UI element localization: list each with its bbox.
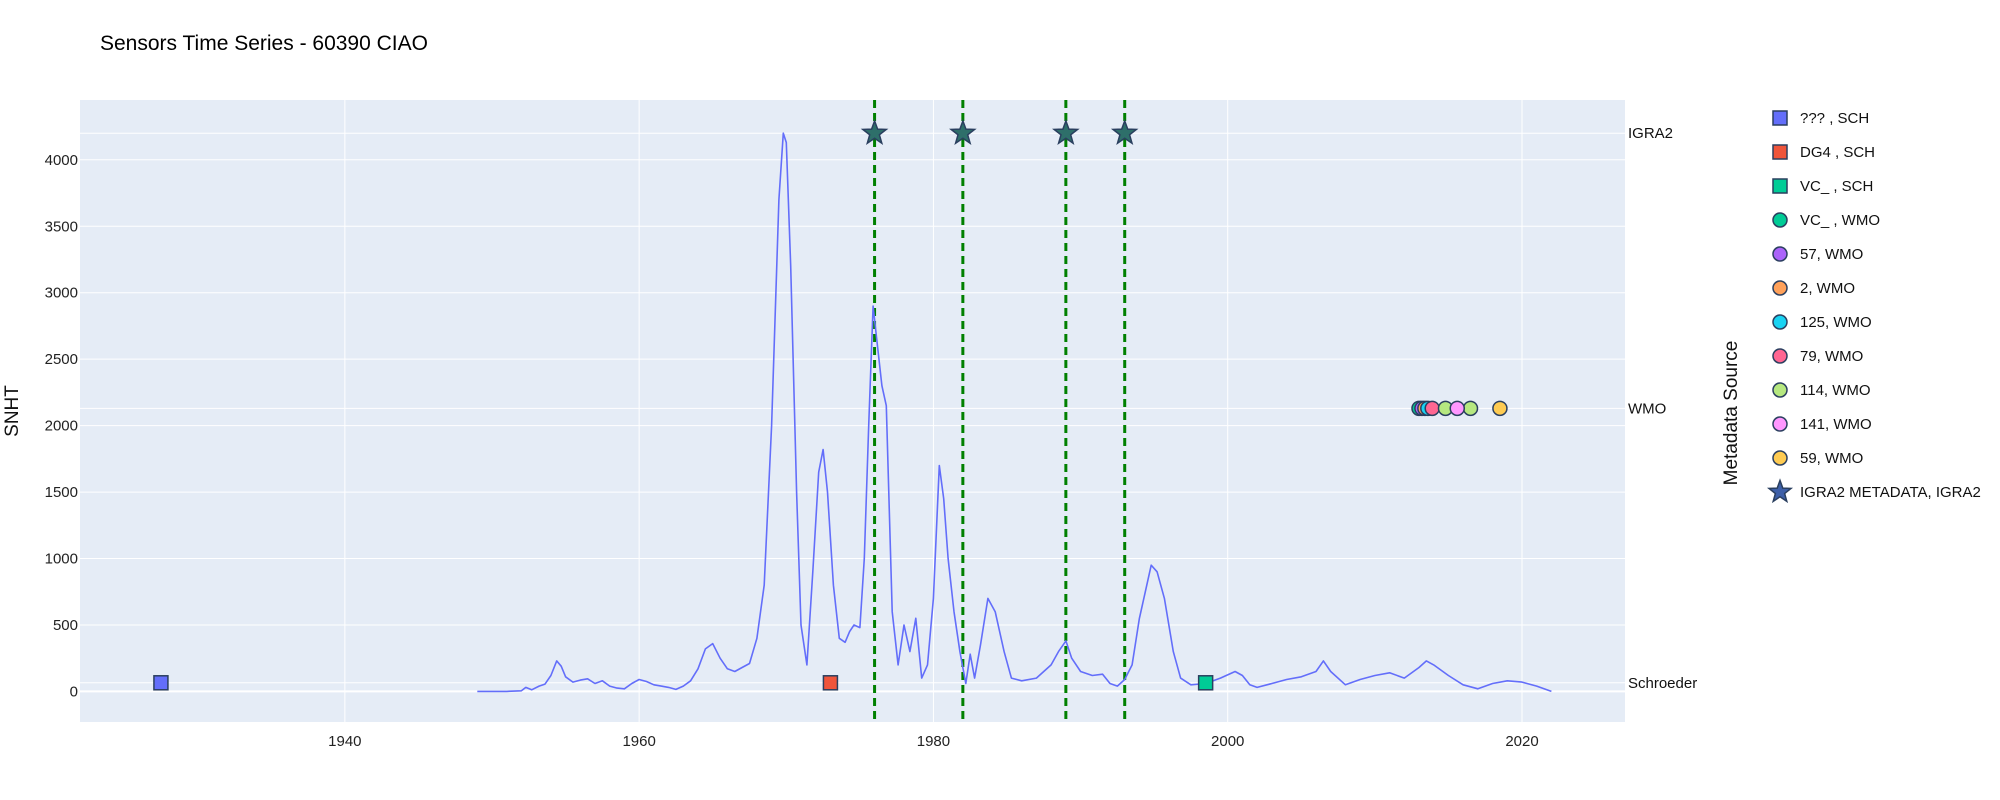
secondary-axis-title: Metadata Source: [1721, 341, 1742, 486]
y-tick-label: 2500: [45, 351, 78, 368]
y-tick-label: 3000: [45, 285, 78, 302]
x-tick-label: 2020: [1505, 733, 1538, 750]
star-marker: [1052, 118, 1080, 145]
legend-item[interactable]: 141, WMO: [1772, 416, 1872, 433]
legend-label: 59, WMO: [1800, 450, 1863, 467]
y-tick-label: 2000: [45, 418, 78, 435]
y-tick-label: 1000: [45, 551, 78, 568]
legend-label: VC_ , WMO: [1800, 212, 1880, 229]
x-tick-label: 1960: [622, 733, 655, 750]
legend-item[interactable]: 59, WMO: [1772, 450, 1863, 467]
y-tick-label: 500: [53, 617, 78, 634]
circle-marker: [1492, 400, 1508, 417]
x-tick-label: 2000: [1211, 733, 1244, 750]
circle-legend-icon: [1772, 280, 1788, 296]
y-tick-label: 0: [70, 683, 78, 700]
circle-legend-icon: [1772, 246, 1788, 262]
circle-marker: [1449, 400, 1466, 417]
legend-label: 141, WMO: [1800, 416, 1872, 433]
series-layer: [153, 118, 1552, 693]
legend-item[interactable]: 114, WMO: [1772, 382, 1871, 399]
chart-title: Sensors Time Series - 60390 CIAO: [100, 32, 428, 55]
legend-label: 114, WMO: [1800, 382, 1871, 399]
circle-legend-icon: [1772, 348, 1788, 364]
legend-item[interactable]: ??? , SCH: [1772, 110, 1869, 127]
metadata-source-labels: IGRA2 WMO Schroeder: [1628, 125, 1697, 692]
legend-label: DG4 , SCH: [1800, 144, 1875, 161]
square-marker: [1197, 675, 1214, 691]
tick-labels: 1940 1960 1980 2000 2020 0 500 1000 1500 2000 2500…: [45, 152, 1539, 750]
y-tick-label: 4000: [45, 152, 78, 169]
circle-legend-icon: [1772, 450, 1788, 466]
circle-legend-icon: [1772, 314, 1788, 330]
legend-label: 125, WMO: [1800, 314, 1872, 331]
circle-legend-icon: [1772, 382, 1788, 398]
square-legend-icon: [1772, 178, 1788, 194]
legend-item[interactable]: 79, WMO: [1772, 348, 1863, 365]
legend-label: ??? , SCH: [1800, 110, 1869, 127]
square-legend-icon: [1772, 110, 1788, 126]
legend-item[interactable]: 2, WMO: [1772, 280, 1855, 297]
metadata-source-label: WMO: [1628, 400, 1666, 417]
y-axis-title: SNHT: [2, 385, 23, 437]
x-tick-label: 1980: [917, 733, 950, 750]
metadata-source-label: Schroeder: [1628, 675, 1697, 692]
legend-item[interactable]: VC_ , SCH: [1772, 178, 1873, 195]
legend-label: 2, WMO: [1800, 280, 1855, 297]
y-tick-label: 3500: [45, 218, 78, 235]
y-tick-label: 1500: [45, 484, 78, 501]
legend[interactable]: ??? , SCH DG4 , SCH VC_ , SCH VC_ , WMO 57, …: [1766, 110, 1981, 504]
x-tick-label: 1940: [328, 733, 361, 750]
legend-label: 57, WMO: [1800, 246, 1863, 263]
star-legend-icon: [1766, 478, 1794, 504]
circle-marker: [1462, 400, 1479, 417]
legend-label: VC_ , SCH: [1800, 178, 1873, 195]
legend-label: IGRA2 METADATA, IGRA2: [1800, 484, 1981, 501]
circle-legend-icon: [1772, 212, 1788, 228]
gridlines: [80, 100, 1625, 722]
legend-item[interactable]: DG4 , SCH: [1772, 144, 1875, 161]
snht-line: [477, 132, 1552, 693]
legend-item[interactable]: 57, WMO: [1772, 246, 1863, 263]
legend-item[interactable]: IGRA2 METADATA, IGRA2: [1766, 478, 1981, 504]
plot-area: [80, 100, 1625, 722]
star-marker: [1110, 118, 1139, 145]
circle-legend-icon: [1772, 416, 1788, 432]
metadata-source-label: IGRA2: [1628, 125, 1673, 142]
square-marker: [822, 675, 839, 691]
legend-item[interactable]: VC_ , WMO: [1772, 212, 1880, 229]
square-legend-icon: [1772, 144, 1788, 160]
legend-item[interactable]: 125, WMO: [1772, 314, 1872, 331]
circle-marker: [1424, 400, 1440, 417]
square-marker: [153, 675, 169, 691]
star-marker: [860, 118, 889, 145]
legend-label: 79, WMO: [1800, 348, 1863, 365]
star-marker: [949, 118, 977, 145]
